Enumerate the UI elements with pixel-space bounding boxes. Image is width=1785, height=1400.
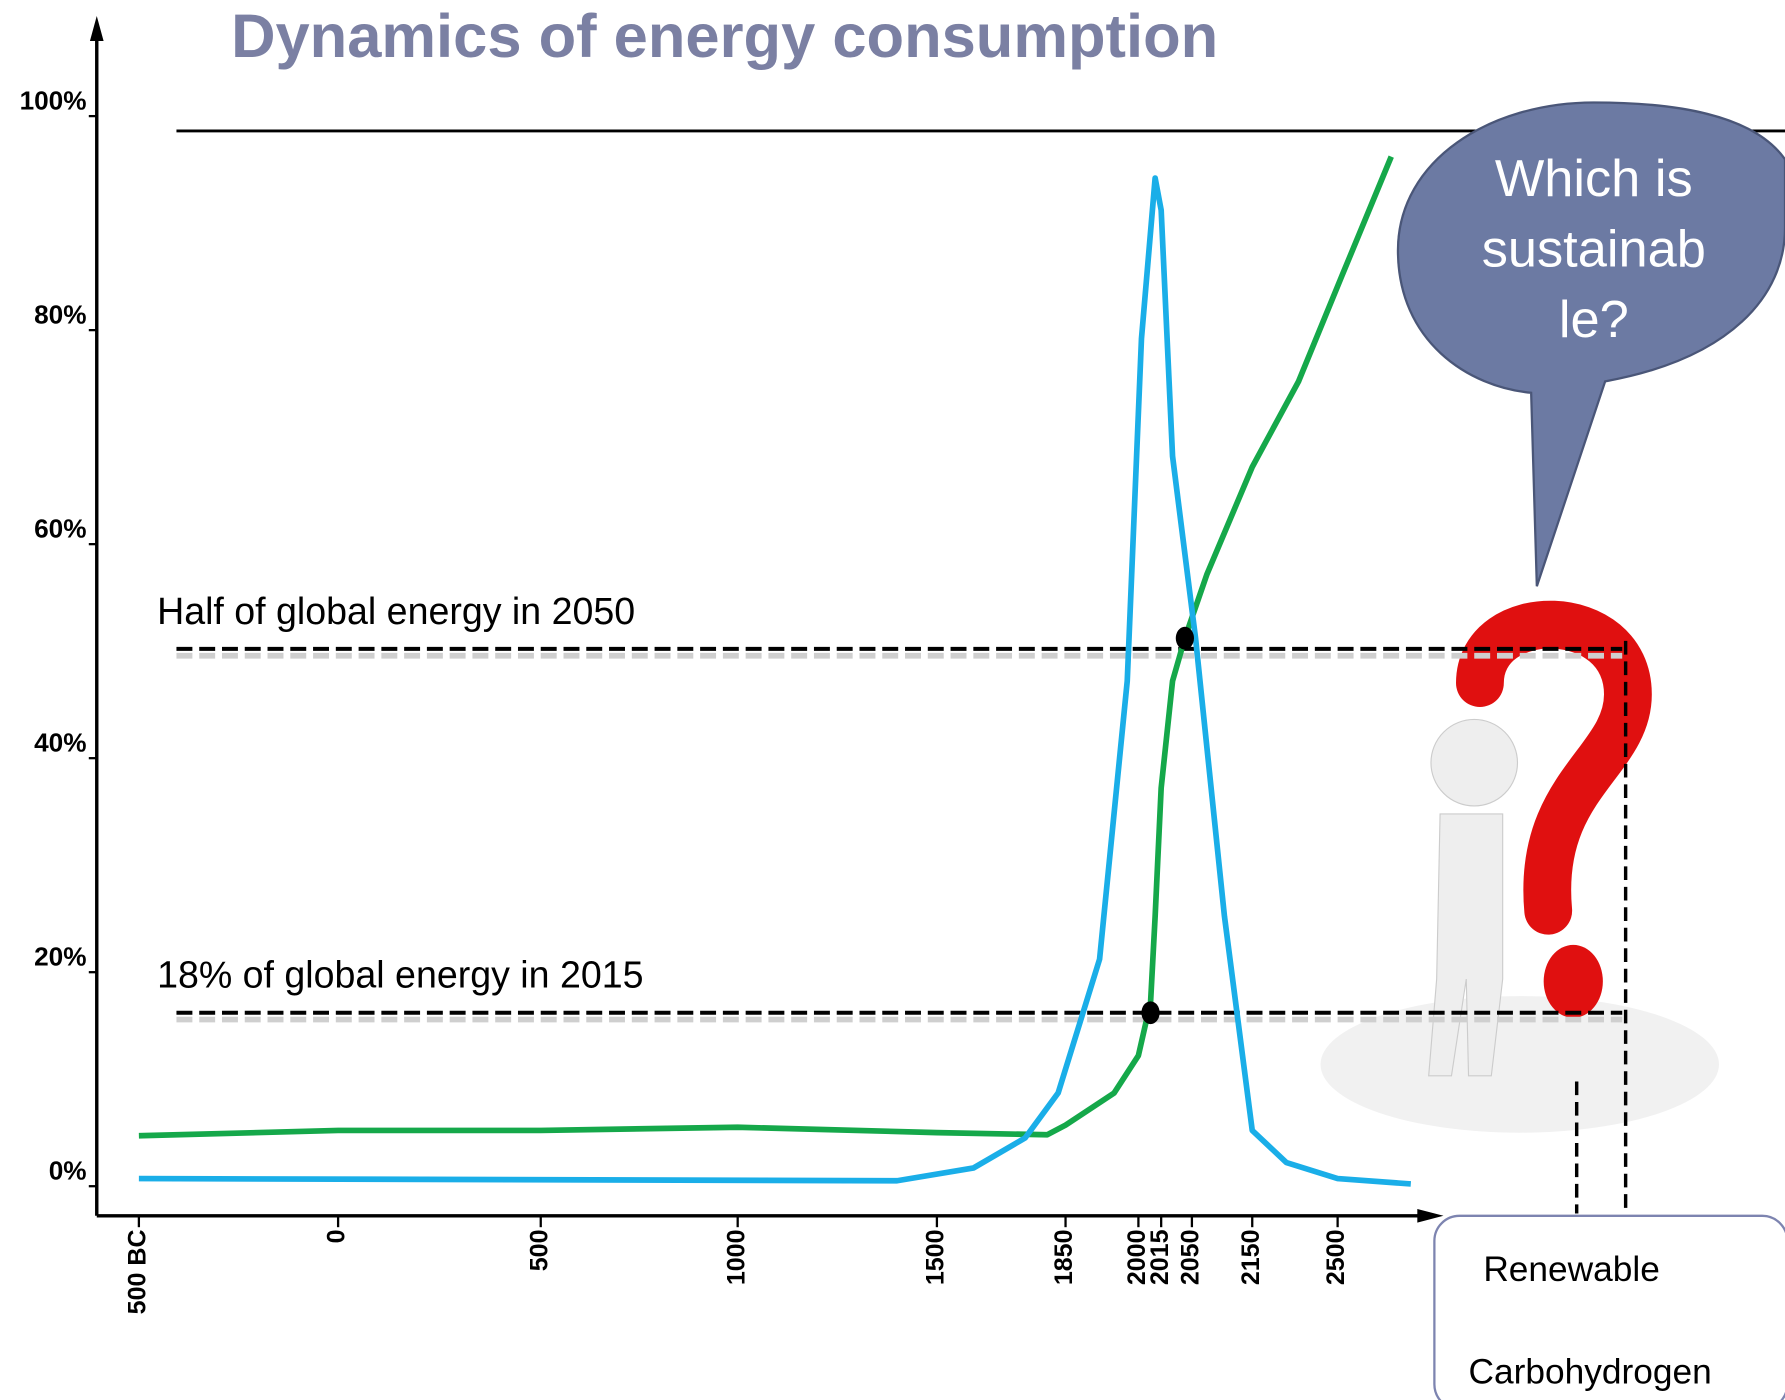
x-tick-label: 2000: [1123, 1229, 1151, 1285]
callout-text: sustainab: [1482, 221, 1706, 279]
figure-body: [1428, 813, 1504, 1077]
x-axis-arrow: [1417, 1208, 1444, 1223]
x-tick-label: 500: [525, 1229, 553, 1271]
y-tick-label: 0%: [49, 1155, 87, 1185]
x-tick-label: 500 BC: [123, 1229, 151, 1314]
callout-text: le?: [1559, 291, 1629, 349]
pedestal: [1320, 996, 1719, 1133]
marker-dot: [1175, 626, 1194, 650]
y-tick-label: 40%: [34, 727, 86, 757]
plot-root: Dynamics of energy consumption 0% 20% 40% 6…: [20, 2, 1785, 1400]
y-tick-label: 60%: [34, 513, 86, 543]
legend-label: Carbohydrogen: [1469, 1352, 1712, 1391]
callout-bubble: [1396, 101, 1785, 587]
x-tick-label: 2150: [1237, 1229, 1265, 1285]
figure-head: [1430, 718, 1519, 807]
x-tick-label: 0: [323, 1229, 351, 1243]
x-tick-label: 1850: [1050, 1229, 1078, 1285]
callout-text: Which is: [1495, 150, 1693, 208]
y-tick-label: 80%: [34, 299, 86, 329]
y-tick-label: 100%: [20, 85, 87, 115]
y-axis-arrow: [89, 15, 104, 41]
chart-title: Dynamics of energy consumption: [231, 2, 1218, 71]
series-line: [138, 175, 1412, 1187]
legend-box: [1433, 1214, 1785, 1400]
legend-label: Renewable: [1483, 1250, 1660, 1289]
reference-label: Half of global energy in 2050: [157, 590, 635, 632]
marker-dot: [1141, 1001, 1160, 1025]
x-tick-label: 2050: [1177, 1229, 1205, 1285]
question-mark: [1456, 600, 1652, 935]
question-dot: [1543, 944, 1603, 1018]
x-tick-label: 2015: [1146, 1229, 1174, 1285]
x-tick-label: 2500: [1322, 1229, 1350, 1285]
x-tick-label: 1000: [722, 1229, 750, 1285]
x-tick-label: 1500: [922, 1229, 950, 1285]
reference-label: 18% of global energy in 2015: [157, 954, 643, 996]
y-tick-label: 20%: [34, 941, 86, 971]
